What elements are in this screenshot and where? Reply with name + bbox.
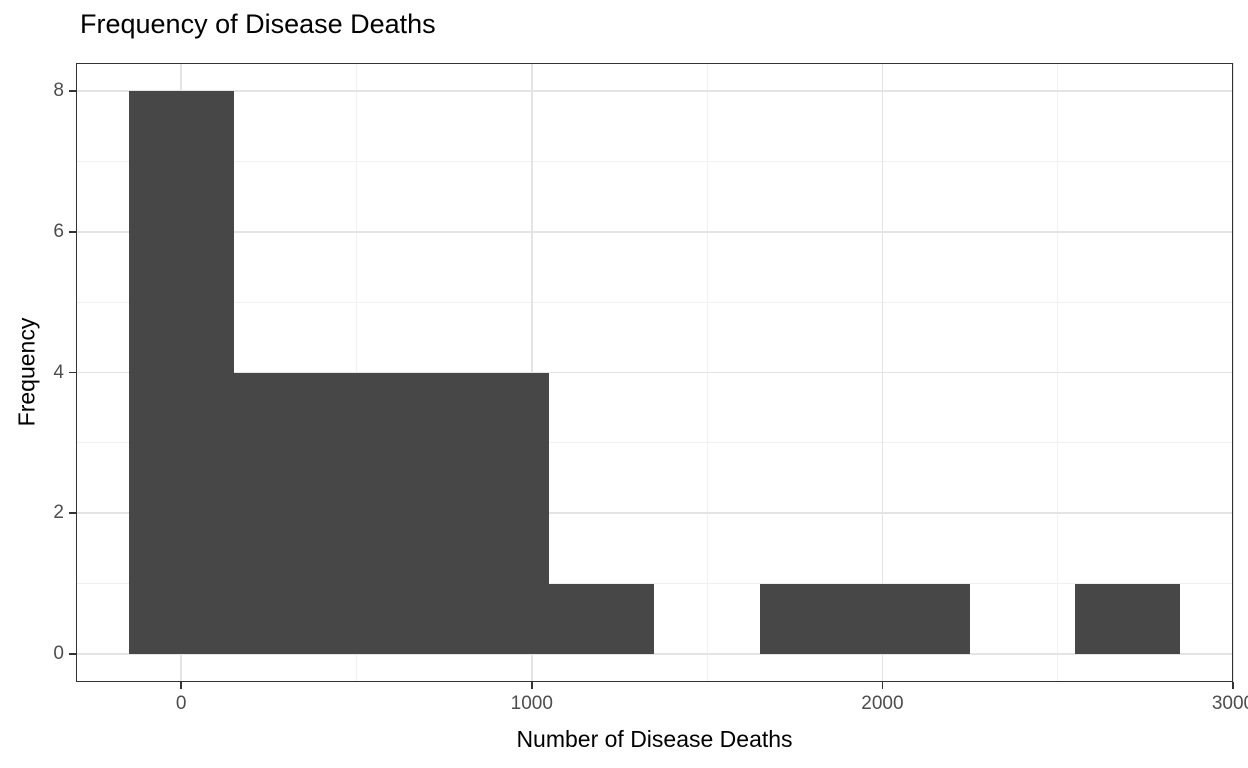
x-tick-mark bbox=[1232, 682, 1234, 689]
histogram-bar bbox=[759, 583, 865, 654]
y-tick-label: 4 bbox=[53, 361, 64, 383]
histogram-bar bbox=[233, 372, 339, 654]
major-gridline-y bbox=[76, 371, 1233, 374]
histogram-bar bbox=[444, 372, 550, 654]
x-tick-label: 2000 bbox=[861, 693, 904, 714]
y-axis-title: Frequency bbox=[13, 317, 40, 427]
major-gridline-x bbox=[1232, 63, 1234, 682]
x-tick-mark bbox=[180, 682, 182, 689]
major-gridline-y bbox=[76, 231, 1233, 233]
minor-gridline-y bbox=[76, 583, 1233, 585]
histogram-bar bbox=[1075, 583, 1181, 654]
minor-gridline-y bbox=[76, 442, 1233, 444]
y-tick-label: 6 bbox=[53, 220, 64, 242]
x-axis-title: Number of Disease Deaths bbox=[516, 726, 793, 752]
histogram-bar bbox=[128, 91, 234, 654]
minor-gridline-y bbox=[76, 301, 1233, 303]
y-tick-mark bbox=[69, 653, 76, 655]
y-tick-label: 0 bbox=[53, 642, 64, 664]
histogram-bar bbox=[864, 583, 971, 654]
y-tick-mark bbox=[69, 371, 76, 374]
x-tick-mark bbox=[531, 682, 533, 689]
minor-gridline-y bbox=[76, 160, 1233, 162]
x-tick-label: 1000 bbox=[510, 693, 553, 714]
major-gridline-y bbox=[76, 90, 1233, 92]
y-tick-mark bbox=[69, 512, 76, 514]
major-gridline-y bbox=[76, 653, 1233, 655]
x-tick-mark bbox=[881, 682, 884, 689]
x-tick-label: 0 bbox=[175, 693, 187, 714]
y-tick-label: 2 bbox=[53, 502, 64, 524]
histogram-bar bbox=[549, 583, 655, 654]
y-tick-mark bbox=[69, 231, 76, 233]
chart-title: Frequency of Disease Deaths bbox=[80, 9, 436, 39]
histogram-bar bbox=[338, 372, 445, 654]
major-gridline-y bbox=[76, 512, 1233, 514]
y-tick-label: 8 bbox=[53, 80, 64, 102]
plot-panel bbox=[76, 63, 1234, 682]
y-tick-mark bbox=[69, 90, 76, 92]
